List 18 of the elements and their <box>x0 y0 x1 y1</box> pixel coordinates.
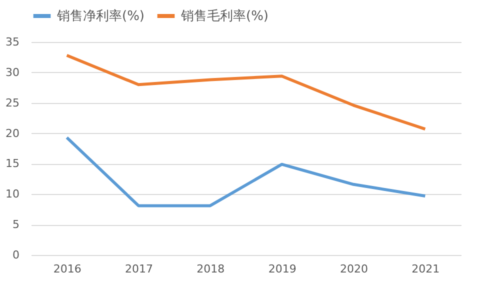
line-series <box>65 136 427 208</box>
y-tick-label: 30 <box>6 66 20 79</box>
x-tick-label: 2020 <box>340 262 368 276</box>
legend-label: 销售毛利率(%) <box>180 8 268 24</box>
y-tick-label: 15 <box>6 157 20 170</box>
y-tick-label: 25 <box>6 96 20 110</box>
y-tick-label: 35 <box>6 36 20 48</box>
legend-label: 销售净利率(%) <box>56 8 144 24</box>
x-tick-label: 2018 <box>196 262 225 276</box>
x-tick-label: 2016 <box>53 262 82 276</box>
x-tick-label: 2019 <box>268 262 296 276</box>
y-tick-label: 10 <box>6 188 20 201</box>
y-tick-label: 5 <box>12 218 20 232</box>
y-tick-label: 20 <box>6 126 20 140</box>
y-tick-label: 0 <box>12 248 20 262</box>
line-series <box>65 54 427 131</box>
x-tick-label: 2021 <box>412 262 440 276</box>
x-tick-label: 2017 <box>125 262 153 276</box>
